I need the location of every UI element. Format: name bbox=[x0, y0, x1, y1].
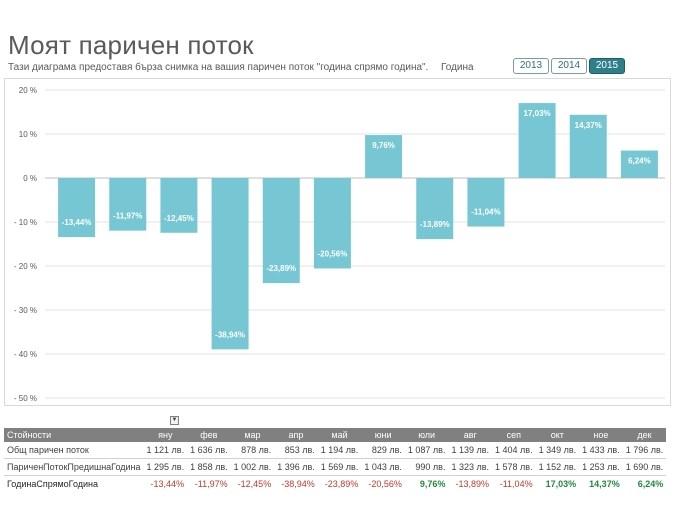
year-button-2014[interactable]: 2014 bbox=[551, 58, 587, 74]
table-header-month: яну bbox=[143, 428, 188, 442]
y-tick-label: - 40 % bbox=[14, 350, 37, 359]
bar bbox=[467, 178, 505, 227]
y-tick-label: 0 % bbox=[23, 174, 37, 183]
table-header-month: окт bbox=[535, 428, 580, 442]
table-cell: 1 858 лв. bbox=[187, 458, 231, 476]
table-cell: 878 лв. bbox=[230, 442, 275, 459]
data-label: -38,94% bbox=[215, 330, 245, 339]
bar bbox=[620, 150, 658, 178]
data-label: -11,97% bbox=[113, 212, 142, 221]
page-subtitle: Тази диаграма предоставя бърза снимка на… bbox=[8, 62, 429, 73]
table-cell: 1 043 лв. bbox=[361, 458, 405, 476]
table-row: ГодинаСпрямоГодина -13,44% -11,97% -12,4… bbox=[4, 476, 666, 493]
yoy-cell: -13,44% bbox=[150, 479, 185, 489]
table-header-month: ное bbox=[579, 428, 623, 442]
row-label: ПариченПотокПредишнаГодина bbox=[4, 458, 144, 476]
bar bbox=[211, 178, 249, 350]
data-label: -20,56% bbox=[318, 249, 348, 258]
table-cell: 1 404 лв. bbox=[492, 442, 536, 459]
table-cell: 1 121 лв. bbox=[143, 442, 188, 459]
data-label: -13,89% bbox=[420, 220, 450, 229]
yoy-cell: 17,03% bbox=[545, 479, 577, 489]
table-header-month: сеп bbox=[492, 428, 536, 442]
table-header-month: мар bbox=[230, 428, 275, 442]
yoy-cell: -11,97% bbox=[194, 479, 228, 489]
y-tick-label: - 10 % bbox=[14, 218, 37, 227]
table-cell: 1 087 лв. bbox=[404, 442, 449, 459]
table-cell: 1 002 лв. bbox=[230, 458, 275, 476]
table-cell: 1 569 лв. bbox=[317, 458, 362, 476]
bar bbox=[160, 178, 198, 233]
table-header-month: фев bbox=[187, 428, 231, 442]
table-cell: 1 578 лв. bbox=[492, 458, 536, 476]
table-header-month: юни bbox=[361, 428, 405, 442]
cash-flow-chart: 20 % 10 % 0 % - 10 % - 20 % - 30 % - 40 % - 50 … bbox=[4, 78, 671, 406]
yoy-cell: -11,04% bbox=[499, 479, 533, 489]
table-cell: 1 636 лв. bbox=[187, 442, 231, 459]
table-cell: 853 лв. bbox=[274, 442, 318, 459]
bar bbox=[58, 178, 96, 238]
row-label: Общ паричен поток bbox=[4, 442, 144, 459]
table-header-month: апр bbox=[274, 428, 318, 442]
bar bbox=[262, 178, 300, 284]
table-row: Общ паричен поток 1 121 лв. 1 636 лв. 87… bbox=[4, 442, 667, 459]
values-table: Стойности яну фев мар апр май юни юли ав… bbox=[4, 428, 667, 493]
table-cell: 1 796 лв. bbox=[622, 442, 667, 459]
yoy-cell: 9,76% bbox=[419, 479, 446, 489]
data-label: -23,89% bbox=[266, 264, 296, 273]
yoy-cell: -12,45% bbox=[237, 479, 272, 489]
row-label: ГодинаСпрямоГодина bbox=[7, 479, 99, 489]
data-label: 14,37% bbox=[575, 121, 602, 130]
year-button-2013[interactable]: 2013 bbox=[513, 58, 549, 74]
data-label: -13,44% bbox=[62, 218, 92, 227]
data-label: 6,24% bbox=[628, 157, 651, 166]
bar bbox=[518, 103, 556, 178]
yoy-cell: -13,89% bbox=[455, 479, 490, 489]
y-tick-label: - 30 % bbox=[14, 306, 37, 315]
y-tick-label: - 50 % bbox=[14, 394, 37, 403]
chart-svg: 20 % 10 % 0 % - 10 % - 20 % - 30 % - 40 % - 50 … bbox=[14, 86, 665, 403]
table-cell: 1 152 лв. bbox=[535, 458, 580, 476]
year-button-2015[interactable]: 2015 bbox=[589, 58, 625, 74]
y-tick-label: - 20 % bbox=[14, 262, 37, 271]
table-cell: 1 295 лв. bbox=[143, 458, 188, 476]
yoy-cell: -38,94% bbox=[281, 479, 315, 489]
table-cell: 1 396 лв. bbox=[274, 458, 318, 476]
yoy-cell: 6,24% bbox=[637, 479, 664, 489]
y-tick-label: 10 % bbox=[19, 130, 37, 139]
bar bbox=[109, 178, 147, 231]
table-header-label: Стойности bbox=[4, 428, 144, 442]
bar bbox=[569, 114, 607, 178]
table-header-row: Стойности яну фев мар апр май юни юли ав… bbox=[4, 428, 667, 442]
table-row: ПариченПотокПредишнаГодина 1 295 лв. 1 8… bbox=[4, 458, 667, 476]
table-cell: 1 433 лв. bbox=[579, 442, 623, 459]
yoy-cell: 14,37% bbox=[589, 479, 620, 489]
table-header-month: юли bbox=[404, 428, 449, 442]
table-cell: 1 253 лв. bbox=[579, 458, 623, 476]
bar bbox=[365, 135, 403, 178]
year-slicer-label: Година bbox=[441, 62, 474, 73]
table-cell: 1 323 лв. bbox=[448, 458, 493, 476]
data-label: 9,76% bbox=[372, 141, 395, 150]
table-cell: 1 349 лв. bbox=[535, 442, 580, 459]
data-label: -12,45% bbox=[164, 214, 194, 223]
chevron-down-icon[interactable]: ▼ bbox=[170, 416, 179, 425]
table-cell: 1 690 лв. bbox=[622, 458, 667, 476]
table-cell: 1 194 лв. bbox=[317, 442, 362, 459]
yoy-cell: -20,56% bbox=[368, 479, 402, 489]
data-label: 17,03% bbox=[524, 109, 551, 118]
table-cell: 829 лв. bbox=[361, 442, 405, 459]
table-cell: 1 139 лв. bbox=[448, 442, 493, 459]
bar bbox=[313, 178, 351, 269]
data-label: -11,04% bbox=[471, 208, 500, 217]
table-header-month: май bbox=[317, 428, 362, 442]
table-header-month: дек bbox=[622, 428, 667, 442]
table-cell: 990 лв. bbox=[404, 458, 449, 476]
yoy-cell: -23,89% bbox=[324, 479, 359, 489]
table-header-month: авг bbox=[448, 428, 493, 442]
bar bbox=[416, 178, 454, 240]
y-tick-label: 20 % bbox=[19, 86, 37, 95]
page-title: Моят паричен поток bbox=[8, 30, 254, 60]
